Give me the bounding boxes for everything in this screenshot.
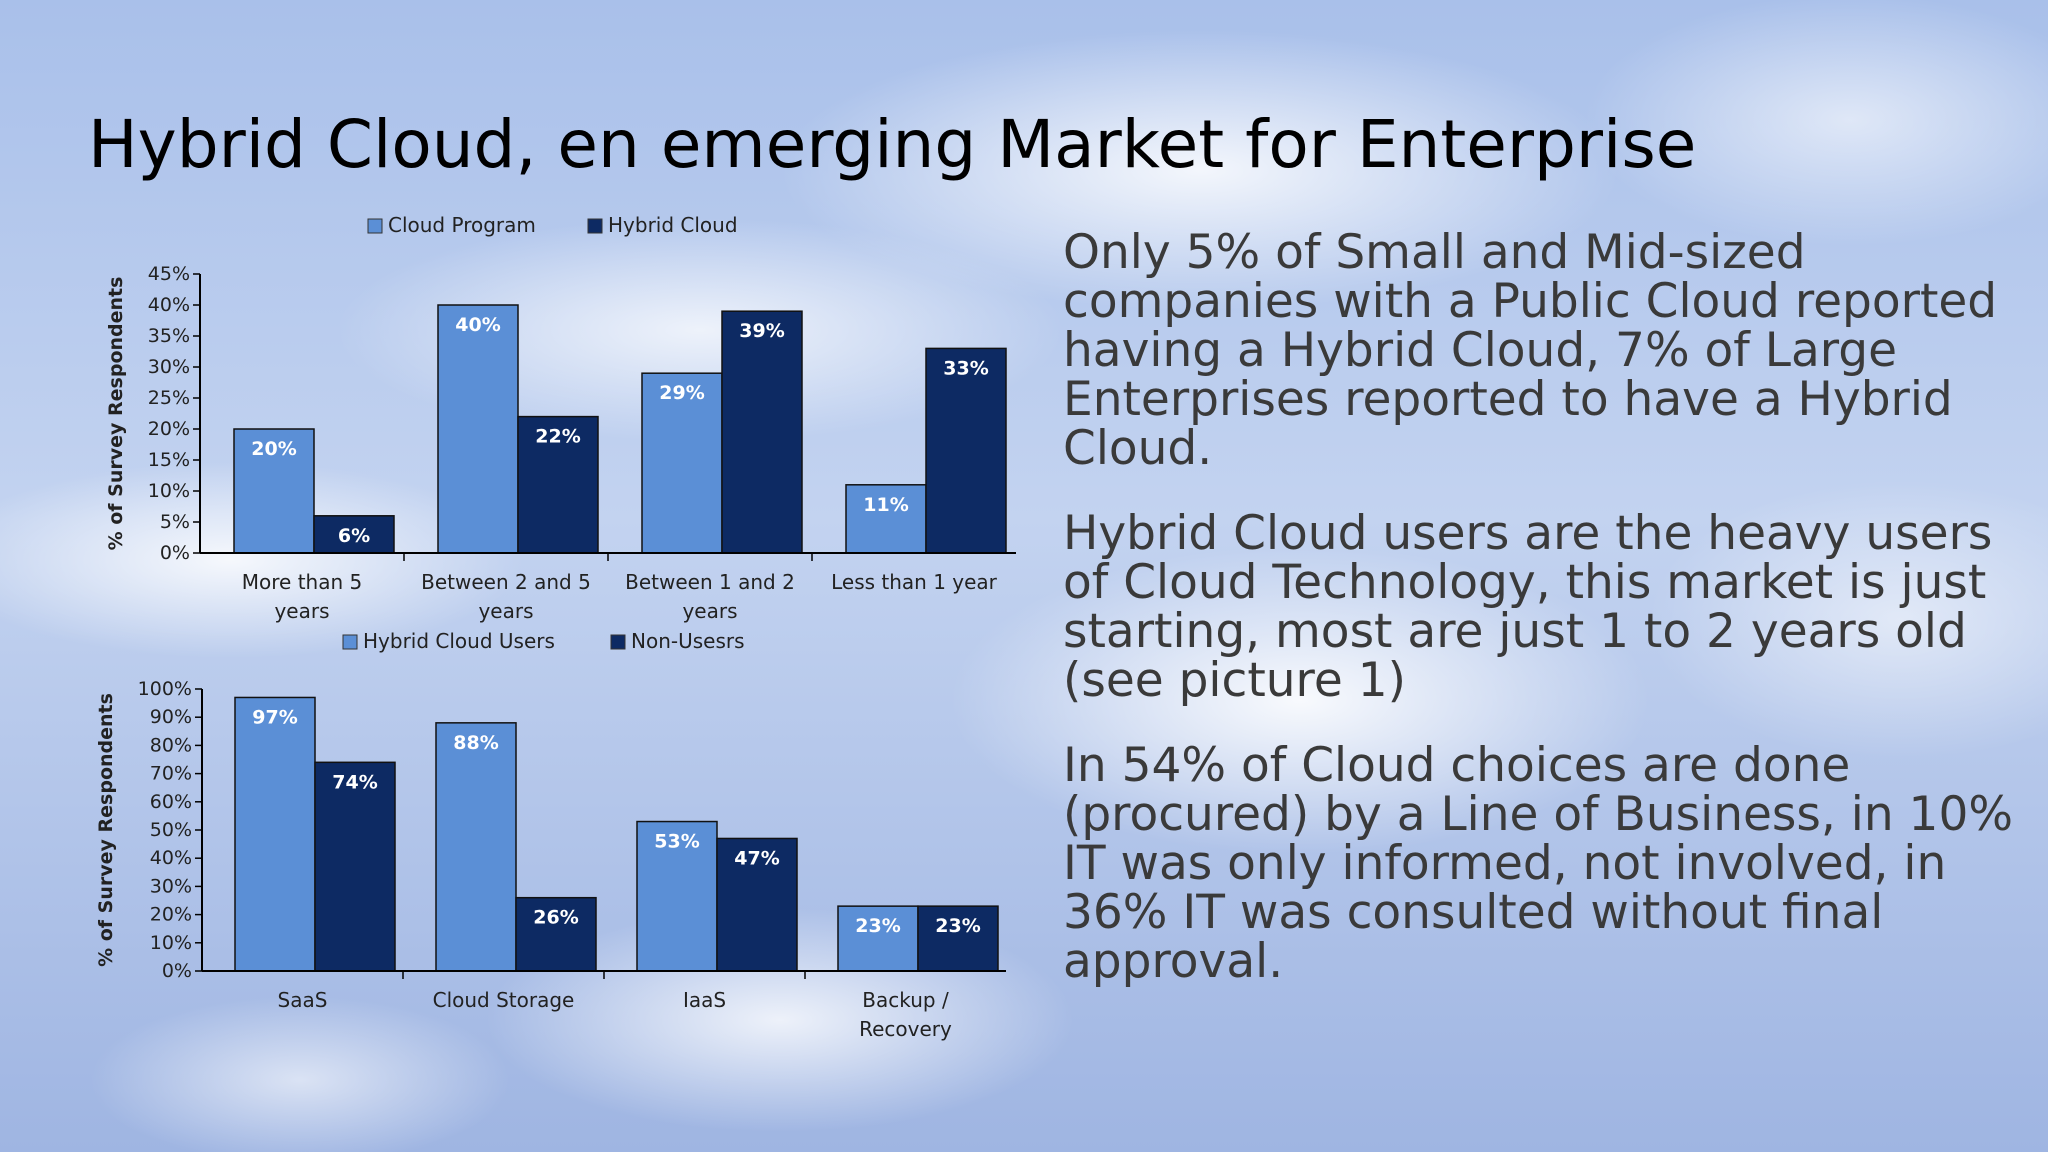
bar [515,896,597,972]
y-tick-label: 10% [150,932,192,954]
bar [721,310,803,554]
y-tick-label: 60% [150,791,192,813]
bar [437,304,519,554]
paragraph-hybrid-adoption: Only 5% of Small and Mid-sized companies… [1063,225,1998,476]
y-tick-label: 5% [160,511,190,533]
category-label: Recovery [859,1017,952,1041]
bar [837,905,919,972]
bar [636,820,718,972]
bar-value-label: 74% [332,771,377,793]
category-label: Between 2 and 5 [421,570,591,594]
bar-value-label: 47% [734,847,779,869]
bar-value-label: 53% [654,831,699,853]
category-label: More than 5 [242,570,362,594]
legend-label: Cloud Program [388,213,536,237]
bar-value-label: 23% [935,915,980,937]
category-label: Backup / [862,988,949,1012]
y-tick-label: 80% [150,734,192,756]
bar [234,696,316,972]
bar [917,905,999,972]
slide-body: Only 5% of Small and Mid-sized companies… [1063,228,2013,1022]
y-tick-label: 15% [148,449,190,471]
category-label: years [274,599,329,623]
bar-value-label: 20% [251,438,296,460]
y-tick-label: 40% [148,294,190,316]
legend-swatch [367,218,383,234]
paragraph-heavy-users: Hybrid Cloud users are the heavy users o… [1063,506,1993,708]
category-label: Cloud Storage [433,988,575,1012]
bar-value-label: 97% [252,706,297,728]
category-label: years [478,599,533,623]
category-label: IaaS [683,988,726,1012]
y-tick-label: 40% [150,847,192,869]
bar-value-label: 22% [535,426,580,448]
chart-years-using-cloud: Cloud Program Hybrid Cloud % of Survey Res… [105,213,1016,623]
paragraph-procurement: In 54% of Cloud choices are done (procur… [1063,738,2014,989]
bar-value-label: 88% [453,732,498,754]
y-axis-label: % of Survey Respondents [105,277,127,551]
y-tick-label: 70% [150,763,192,785]
bar-value-label: 39% [739,320,784,342]
bar-value-label: 40% [455,314,500,336]
legend-swatch [342,634,358,650]
category-label: SaaS [278,988,328,1012]
slide-title: Hybrid Cloud, en emerging Market for Ent… [88,106,1697,183]
bar [925,347,1007,554]
legend-label: Non-Usesrs [631,630,745,653]
bar-value-label: 11% [863,494,908,516]
y-tick-label: 0% [160,542,190,564]
y-tick-label: 35% [148,325,190,347]
bar [716,837,798,972]
bar-value-label: 33% [943,357,988,379]
category-label: years [682,599,737,623]
chart-cloud-usage-by-service: Hybrid Cloud Users Non-Usesrs % of Survey … [95,630,1006,1041]
y-tick-label: 90% [150,706,192,728]
category-label: Less than 1 year [831,570,998,594]
bar-value-label: 6% [338,525,370,547]
y-tick-label: 20% [150,904,192,926]
y-axis-label: % of Survey Respondents [95,693,117,967]
bar [314,761,396,972]
bar [435,722,517,972]
legend-swatch [610,634,626,650]
bar-value-label: 26% [533,907,578,929]
y-tick-label: 30% [150,875,192,897]
category-label: Between 1 and 2 [625,570,795,594]
y-tick-label: 100% [138,678,192,700]
y-tick-label: 0% [162,960,192,982]
legend-label: Hybrid Cloud Users [363,630,555,653]
bar-value-label: 29% [659,382,704,404]
y-tick-label: 45% [148,263,190,285]
y-tick-label: 25% [148,387,190,409]
legend-label: Hybrid Cloud [608,213,738,237]
y-tick-label: 30% [148,356,190,378]
y-tick-label: 20% [148,418,190,440]
bar-value-label: 23% [855,915,900,937]
legend-swatch [587,218,603,234]
y-tick-label: 10% [148,480,190,502]
y-tick-label: 50% [150,819,192,841]
